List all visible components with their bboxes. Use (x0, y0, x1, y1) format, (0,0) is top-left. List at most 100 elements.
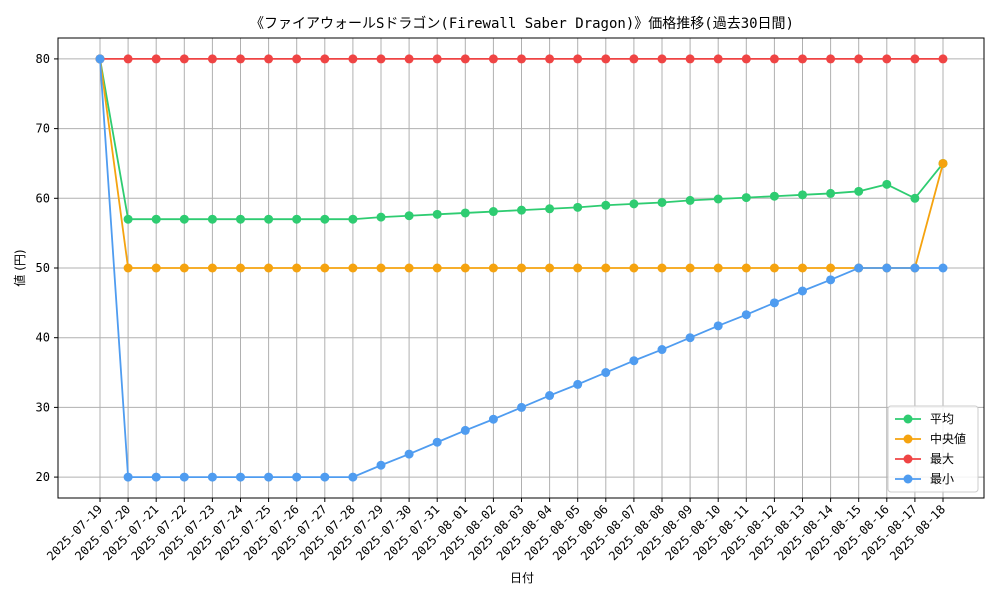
series-0 (95, 54, 948, 224)
data-point (320, 54, 330, 64)
data-point (854, 186, 864, 196)
y-axis-label: 値 (円) (12, 249, 27, 286)
y-tick-label: 60 (36, 191, 50, 205)
data-point (629, 263, 639, 273)
data-point (488, 54, 498, 64)
data-point (769, 191, 779, 201)
data-point (685, 263, 695, 273)
data-point (938, 158, 948, 168)
data-point (910, 263, 920, 273)
legend-label: 中央値 (930, 431, 966, 446)
data-point (685, 195, 695, 205)
data-point (938, 263, 948, 273)
data-point (910, 54, 920, 64)
data-point (292, 472, 302, 482)
series-layer (95, 54, 948, 482)
data-point (236, 54, 245, 64)
y-tick-label: 70 (36, 122, 50, 136)
data-point (264, 472, 274, 482)
data-point (713, 263, 723, 273)
data-point (460, 263, 470, 273)
x-axis: 2025-07-192025-07-202025-07-212025-07-22… (44, 498, 948, 563)
data-point (573, 202, 583, 212)
data-point (713, 321, 723, 331)
data-point (151, 263, 161, 273)
data-point (826, 54, 836, 64)
data-point (741, 263, 751, 273)
series-2 (95, 54, 948, 64)
data-point (432, 54, 442, 64)
data-point (404, 263, 414, 273)
data-point (798, 190, 807, 200)
data-point (517, 205, 526, 215)
data-point (798, 286, 807, 296)
legend-label: 平均 (930, 412, 954, 426)
data-point (123, 263, 133, 273)
data-point (376, 212, 386, 222)
data-point (151, 214, 161, 224)
chart-title: 《ファイアウォールSドラゴン(Firewall Saber Dragon)》価格… (250, 15, 794, 32)
data-point (938, 54, 948, 64)
data-point (432, 263, 442, 273)
data-point (264, 214, 274, 224)
data-point (769, 298, 779, 308)
data-point (460, 425, 470, 435)
data-point (179, 214, 189, 224)
data-point (573, 263, 583, 273)
data-point (685, 333, 695, 343)
data-point (151, 472, 161, 482)
data-point (207, 54, 217, 64)
data-point (404, 54, 414, 64)
data-point (826, 263, 836, 273)
data-point (882, 179, 892, 189)
data-point (292, 54, 302, 64)
data-point (95, 54, 105, 64)
data-point (517, 54, 526, 64)
data-point (264, 54, 274, 64)
data-point (488, 207, 498, 217)
data-point (517, 263, 526, 273)
y-tick-label: 80 (36, 52, 50, 66)
y-tick-label: 50 (36, 261, 50, 275)
legend-label: 最小 (930, 472, 954, 486)
data-point (179, 54, 189, 64)
data-point (151, 54, 161, 64)
data-point (123, 54, 133, 64)
data-point (207, 214, 217, 224)
y-tick-label: 20 (36, 470, 50, 484)
data-point (910, 193, 920, 203)
data-point (769, 263, 779, 273)
data-point (404, 211, 414, 221)
data-point (798, 54, 807, 64)
data-point (292, 214, 302, 224)
data-point (854, 54, 864, 64)
legend-marker (903, 414, 913, 424)
data-point (629, 199, 639, 209)
data-point (236, 214, 245, 224)
data-point (657, 263, 667, 273)
data-point (376, 460, 386, 470)
data-point (236, 472, 245, 482)
data-point (573, 54, 583, 64)
data-point (348, 214, 358, 224)
data-point (545, 263, 555, 273)
series-3 (95, 54, 948, 482)
data-point (376, 263, 386, 273)
x-axis-label: 日付 (510, 571, 534, 585)
data-point (601, 368, 611, 378)
data-point (460, 54, 470, 64)
y-tick-label: 30 (36, 400, 50, 414)
y-tick-label: 40 (36, 331, 50, 345)
data-point (545, 391, 555, 401)
data-point (320, 214, 330, 224)
data-point (179, 472, 189, 482)
data-point (432, 209, 442, 219)
data-point (207, 263, 217, 273)
legend-marker (903, 454, 913, 464)
data-point (488, 263, 498, 273)
data-point (432, 437, 442, 447)
data-point (404, 449, 414, 459)
data-point (798, 263, 807, 273)
